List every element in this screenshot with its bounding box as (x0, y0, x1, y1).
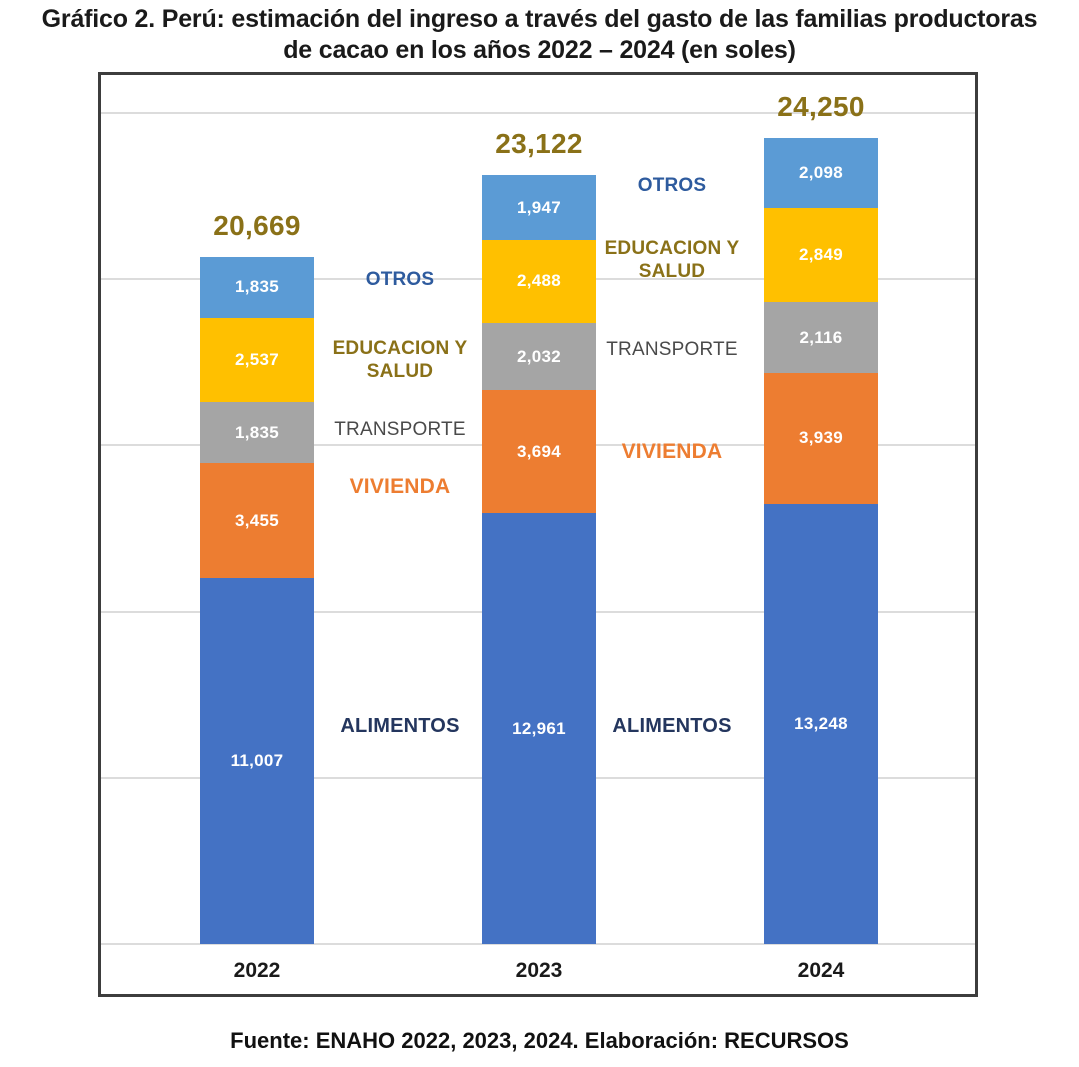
bar-segment-otros-2023: 1,947 (482, 175, 596, 241)
gridline-25000 (101, 112, 975, 114)
bar-segment-otros-2022: 1,835 (200, 256, 314, 318)
chart-title: Gráfico 2. Perú: estimación del ingreso … (0, 4, 1079, 66)
gridline-0 (101, 943, 975, 945)
series-label-transporte-col2: TRANSPORTE (606, 339, 738, 361)
bar-segment-alimentos-2024: 13,248 (764, 503, 878, 944)
value-label-alimentos-2022: 11,007 (230, 751, 284, 771)
bar-segment-vivienda-2024: 3,939 (764, 372, 878, 504)
value-label-educacion-y-salud-2022: 2,537 (234, 350, 280, 370)
series-label-vivienda-col1: VIVIENDA (349, 475, 451, 499)
value-label-vivienda-2023: 3,694 (516, 441, 562, 461)
source-note: Fuente: ENAHO 2022, 2023, 2024. Elaborac… (230, 1028, 849, 1053)
value-label-otros-2022: 1,835 (234, 277, 280, 297)
chart-plot-area: 11,007 3,455 1,835 2,537 1,835 20,669 2022 12,9… (98, 72, 978, 997)
series-label-otros-col2: OTROS (637, 175, 707, 197)
bar-segment-educacion-y-salud-2024: 2,849 (764, 207, 878, 303)
bar-segment-otros-2024: 2,098 (764, 137, 878, 208)
value-label-educacion-y-salud-2024: 2,849 (798, 245, 844, 264)
bar-segment-educacion-y-salud-2023: 2,488 (482, 240, 596, 323)
value-label-alimentos-2023: 12,961 (512, 718, 566, 738)
value-label-otros-2023: 1,947 (516, 197, 562, 217)
bar-segment-alimentos-2023: 12,961 (482, 513, 596, 944)
value-label-transporte-2022: 1,835 (234, 422, 280, 442)
value-label-transporte-2024: 2,116 (799, 327, 843, 347)
total-label-2023: 23,122 (495, 128, 583, 160)
x-axis-label-2022: 2022 (233, 959, 281, 982)
series-label-otros-col1: OTROS (365, 269, 435, 291)
chart-title-line1: Gráfico 2. Perú: estimación del ingreso … (41, 5, 1038, 33)
bar-segment-transporte-2024: 2,116 (764, 302, 878, 373)
series-label-vivienda-col2: VIVIENDA (621, 440, 723, 464)
chart-title-line2: de cacao en los años 2022 – 2024 (en sol… (283, 36, 796, 64)
value-label-alimentos-2024: 13,248 (794, 713, 848, 733)
value-label-otros-2024: 2,098 (798, 162, 844, 182)
value-label-vivienda-2024: 3,939 (798, 428, 844, 448)
bar-segment-alimentos-2022: 11,007 (200, 578, 314, 944)
value-label-educacion-y-salud-2023: 2,488 (516, 271, 562, 291)
series-label-transporte-col1: TRANSPORTE (334, 419, 466, 441)
total-label-2022: 20,669 (213, 209, 301, 241)
bar-segment-vivienda-2023: 3,694 (482, 390, 596, 514)
x-axis-label-2023: 2023 (515, 959, 563, 982)
bar-segment-transporte-2022: 1,835 (200, 402, 314, 464)
bar-segment-vivienda-2022: 3,455 (200, 463, 314, 579)
bar-segment-educacion-y-salud-2022: 2,537 (200, 317, 314, 403)
x-axis-label-2024: 2024 (797, 959, 845, 982)
value-label-vivienda-2022: 3,455 (234, 510, 280, 530)
bar-segment-transporte-2023: 2,032 (482, 322, 596, 391)
series-label-alimentos-col1: ALIMENTOS (340, 714, 460, 737)
total-label-2024: 24,250 (777, 90, 865, 122)
series-label-alimentos-col2: ALIMENTOS (612, 714, 732, 737)
series-label-educacion-y-salud-col2: EDUCACION Y SALUD (604, 237, 740, 282)
value-label-transporte-2023: 2,032 (516, 346, 562, 366)
series-label-educacion-y-salud-col1: EDUCACION Y SALUD (332, 337, 468, 382)
